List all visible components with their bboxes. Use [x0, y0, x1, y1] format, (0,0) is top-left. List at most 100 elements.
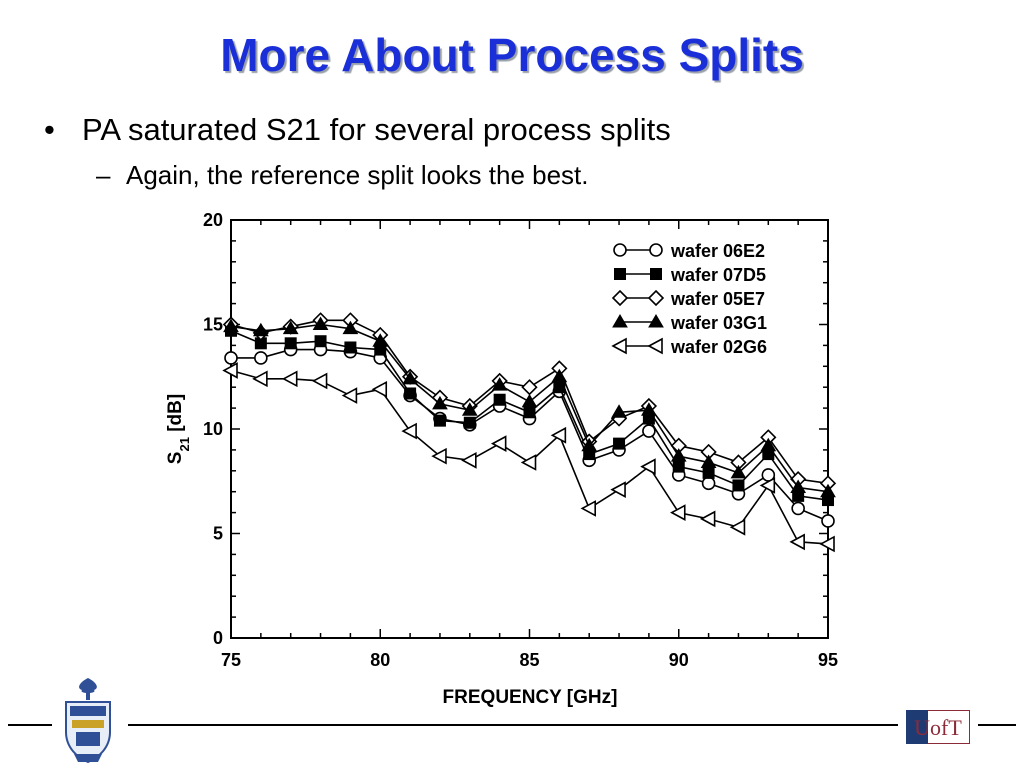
data-point: [581, 437, 598, 452]
uoft-logo-text: UofT: [914, 715, 962, 740]
bullet-point: • PA saturated S21 for several process sp…: [44, 112, 671, 148]
data-point: [433, 414, 446, 427]
data-point: [493, 393, 506, 406]
data-point: [222, 362, 238, 379]
data-point: [730, 464, 747, 479]
sub-bullet-marker: –: [96, 160, 111, 190]
data-point: [701, 476, 716, 491]
data-point: [521, 379, 538, 396]
data-point: [642, 424, 656, 438]
axis-tick-labels: 75 80 85 90 95 0 5 10 15 20: [203, 210, 838, 670]
data-point: [790, 479, 807, 494]
data-point: [791, 501, 805, 516]
data-point: [490, 435, 507, 452]
data-point: [223, 318, 239, 333]
bullet-marker: •: [44, 112, 55, 147]
x-tick-label: 85: [519, 650, 539, 670]
x-tick-label: 90: [669, 650, 689, 670]
data-point: [759, 477, 776, 494]
data-point: [610, 481, 626, 498]
data-point: [372, 333, 389, 347]
data-point: [432, 395, 448, 410]
data-point: [520, 454, 537, 471]
legend-label: wafer 02G6: [670, 337, 767, 357]
data-point: [252, 322, 269, 337]
y-tick-label: 10: [203, 419, 223, 439]
data-point: [672, 460, 685, 473]
data-point: [551, 368, 568, 383]
legend-label: wafer 05E7: [670, 289, 765, 309]
data-point: [699, 510, 716, 528]
data-point: [821, 514, 835, 528]
legend-entry: wafer 07D5: [614, 265, 766, 285]
legend-marker: [648, 314, 664, 328]
legend-marker: [611, 337, 627, 355]
data-point: [254, 351, 268, 365]
legend-label: wafer 06E2: [670, 241, 765, 261]
data-point: [344, 341, 357, 354]
y-tick-label: 0: [213, 628, 223, 648]
series-wafer-06e2: [224, 342, 835, 528]
data-point: [463, 416, 476, 429]
data-point: [819, 535, 835, 553]
data-point: [404, 387, 417, 400]
legend-entry: wafer 05E7: [611, 289, 765, 309]
sub-bullet-point: – Again, the reference split looks the be…: [96, 160, 589, 191]
legend-entry: wafer 06E2: [613, 241, 765, 261]
data-point: [224, 351, 238, 365]
data-point: [521, 393, 538, 408]
y-tick-label: 20: [203, 210, 223, 230]
bullet-text: PA saturated S21 for several process spl…: [82, 112, 671, 147]
legend-marker: [611, 289, 629, 307]
series-layer: [222, 312, 837, 553]
data-point: [252, 370, 268, 388]
data-point: [371, 380, 388, 398]
data-point: [789, 533, 805, 551]
legend-marker: [649, 243, 663, 257]
legend-marker: [612, 314, 628, 328]
x-tick-label: 80: [370, 650, 390, 670]
series-wafer-03g1: [223, 316, 836, 498]
data-point: [613, 437, 626, 450]
data-point: [523, 406, 536, 419]
x-tick-label: 75: [221, 650, 241, 670]
data-point: [491, 377, 508, 391]
data-point: [670, 448, 687, 462]
axis-ticks: [230, 219, 829, 639]
data-point: [760, 437, 777, 452]
legend-marker: [613, 243, 627, 257]
data-point: [702, 466, 715, 479]
data-point: [341, 387, 358, 404]
data-point: [700, 454, 717, 468]
data-point: [729, 518, 746, 536]
data-point: [670, 504, 686, 521]
series-wafer-02g6: [222, 362, 835, 553]
data-point: [402, 370, 418, 385]
data-point: [401, 422, 417, 440]
footer-rule-right-short: [978, 724, 1016, 726]
y-axis-label: S21 [dB]: [165, 394, 192, 464]
sub-bullet-text: Again, the reference split looks the bes…: [126, 160, 589, 190]
y-tick-label: 15: [203, 315, 223, 335]
legend-marker: [647, 337, 663, 355]
data-point: [284, 337, 297, 350]
data-point: [580, 500, 597, 517]
legend: wafer 06E2 wafer 07D5 wafer 05E7 wafer 03G1…: [611, 241, 767, 357]
data-point: [314, 335, 327, 348]
legend-marker: [614, 268, 626, 280]
data-point: [282, 320, 299, 335]
data-point: [311, 372, 328, 390]
university-crest-icon: [65, 678, 111, 764]
data-point: [282, 370, 298, 388]
data-point: [461, 452, 477, 469]
data-point: [611, 404, 627, 418]
legend-label: wafer 07D5: [670, 265, 766, 285]
legend-entry: wafer 02G6: [611, 337, 767, 357]
data-point: [820, 483, 836, 498]
data-point: [312, 316, 329, 330]
data-point: [640, 458, 656, 475]
legend-label: wafer 03G1: [670, 313, 767, 333]
data-point: [732, 479, 745, 492]
data-point: [641, 402, 657, 416]
